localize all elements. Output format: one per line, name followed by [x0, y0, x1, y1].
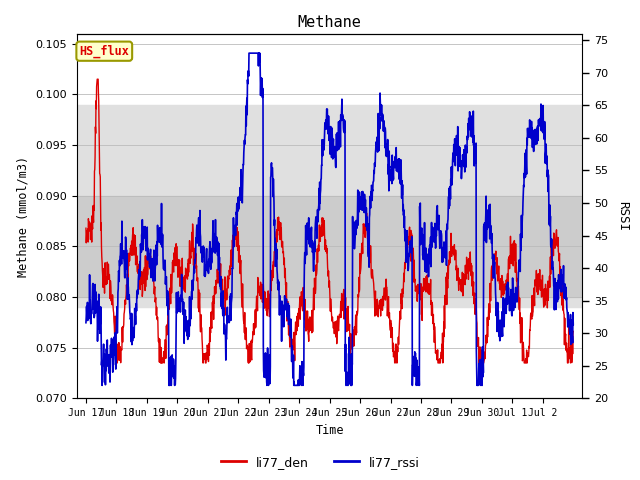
- Y-axis label: RSSI: RSSI: [616, 201, 629, 231]
- Bar: [77, 105, 582, 307]
- Y-axis label: Methane (mmol/m3): Methane (mmol/m3): [17, 156, 30, 276]
- Bar: [77, 196, 582, 297]
- Text: HS_flux: HS_flux: [79, 45, 129, 58]
- X-axis label: Time: Time: [316, 424, 344, 437]
- Title: Methane: Methane: [298, 15, 362, 30]
- Legend: li77_den, li77_rssi: li77_den, li77_rssi: [216, 451, 424, 474]
